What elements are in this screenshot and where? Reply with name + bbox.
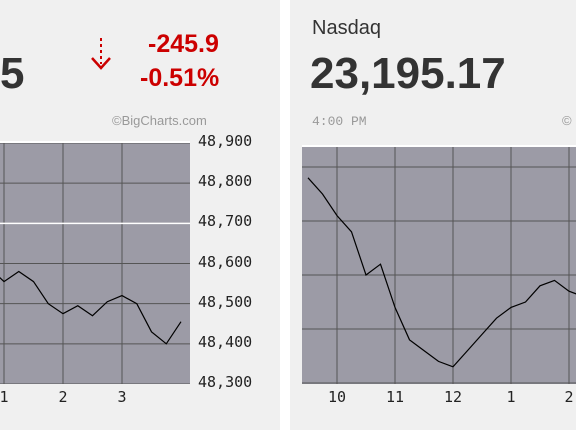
index-name: Nasdaq	[312, 17, 381, 39]
change-absolute: -245.9	[148, 30, 219, 58]
x-tick-label: 2	[564, 388, 574, 406]
y-tick-label: 48,800	[198, 172, 253, 191]
y-tick-label: 48,600	[198, 252, 253, 271]
x-tick-label: 1	[0, 388, 9, 406]
down-arrow-icon	[86, 36, 116, 81]
y-tick-label: 48,700	[198, 212, 253, 231]
y-tick-label: 48,400	[198, 332, 253, 351]
chart-credit-fragment: ©	[562, 113, 572, 128]
left-chart-svg	[0, 143, 190, 384]
index-value-fragment: 5	[0, 49, 25, 98]
right-quote-panel: Nasdaq 23,195.17 4:00 PM © 10 11 12 1 2	[290, 0, 576, 430]
x-tick-label: 3	[117, 388, 127, 406]
quote-time: 4:00 PM	[312, 114, 367, 129]
y-tick-label: 48,300	[198, 373, 253, 391]
x-tick-label: 12	[443, 388, 463, 406]
right-chart-svg	[302, 147, 576, 384]
y-tick-label: 48,500	[198, 292, 253, 311]
price-line	[0, 270, 182, 345]
right-price-chart	[302, 145, 576, 384]
price-line	[307, 177, 576, 368]
x-tick-label: 1	[506, 388, 516, 406]
left-price-chart	[0, 141, 190, 384]
chart-credit: ©BigCharts.com	[112, 113, 207, 128]
x-tick-label: 11	[385, 388, 405, 406]
x-tick-label: 10	[327, 388, 347, 406]
left-quote-panel: 5 -245.9 -0.51% ©BigCharts.com 48,900 48,…	[0, 0, 280, 430]
y-tick-label: 48,900	[198, 132, 253, 150]
x-tick-label: 2	[58, 388, 68, 406]
index-value: 23,195.17	[310, 49, 506, 98]
change-percent: -0.51%	[140, 64, 220, 92]
